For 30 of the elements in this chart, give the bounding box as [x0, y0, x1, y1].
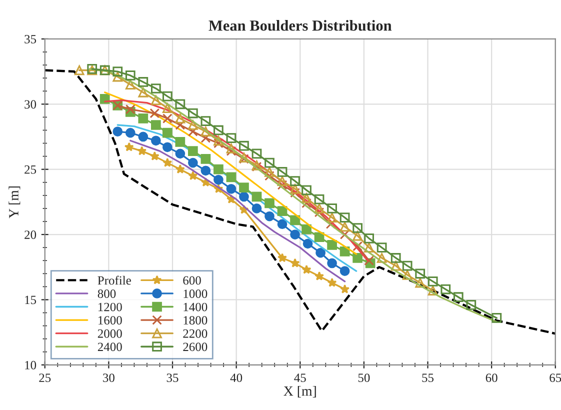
- y-tick-label: 30: [24, 100, 36, 109]
- y-tick-label: 10: [25, 360, 36, 370]
- x-tick-label: 25: [39, 374, 51, 382]
- x-tick-label: 50: [358, 374, 370, 382]
- x-tick-label: 60: [486, 374, 498, 382]
- legend-label: 2200: [183, 329, 208, 338]
- x-tick-label: 65: [550, 374, 561, 382]
- x-tick-label: 35: [166, 374, 178, 382]
- legend-label: 2000: [98, 329, 122, 338]
- legend-label: Profile: [98, 276, 131, 285]
- x-tick-label: 40: [230, 374, 242, 382]
- chart-title: Mean Boulders Distribution: [208, 20, 392, 31]
- legend-label: 800: [98, 290, 116, 298]
- legend-label: 1600: [98, 316, 122, 325]
- legend-label: 1000: [184, 290, 208, 298]
- legend-label: 1200: [98, 302, 122, 312]
- legend-label: 1800: [184, 316, 208, 325]
- y-tick-label: 35: [24, 35, 36, 44]
- y-axis-title: Y [m]: [8, 186, 20, 218]
- legend-label: 1400: [184, 302, 208, 312]
- x-tick-label: 45: [294, 374, 306, 382]
- x-tick-label: 30: [103, 374, 114, 382]
- x-axis-title: X [m]: [284, 386, 316, 398]
- legend-label: 2600: [183, 342, 208, 352]
- y-tick-label: 20: [24, 230, 36, 239]
- legend-label: 2400: [98, 342, 122, 352]
- y-tick-label: 15: [25, 296, 36, 304]
- y-tick-label: 25: [24, 165, 36, 174]
- legend-label: 600: [183, 276, 201, 285]
- x-tick-label: 55: [422, 374, 434, 382]
